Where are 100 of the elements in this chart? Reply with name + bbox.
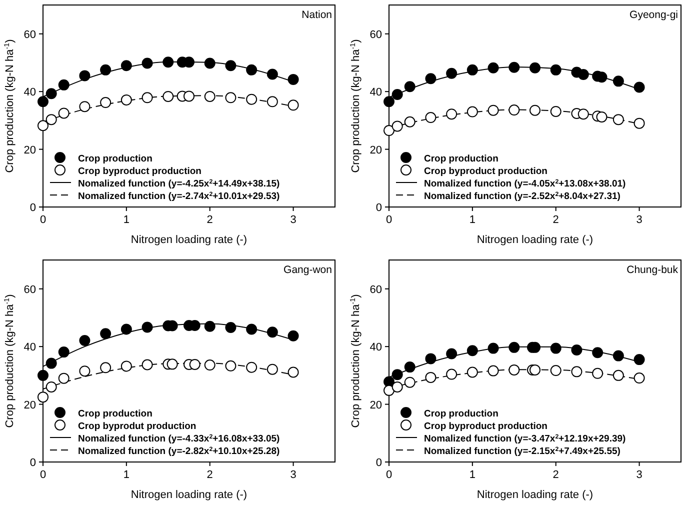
x-tick-label: 2 — [552, 469, 559, 481]
point — [204, 90, 216, 102]
point — [466, 345, 478, 356]
x-tick-label: 0 — [40, 214, 46, 226]
point — [58, 372, 70, 384]
chart-title: Gyeong-gi — [630, 9, 678, 21]
x-tick-label: 3 — [636, 214, 642, 226]
y-tick-label: 40 — [24, 86, 36, 99]
y-tick-label: 20 — [370, 399, 382, 412]
chart-title: Chung-buk — [626, 264, 679, 276]
y-tick-label: 20 — [370, 144, 382, 156]
point — [550, 365, 562, 376]
point — [392, 88, 403, 100]
x-tick-label: 1 — [469, 214, 476, 226]
point — [46, 358, 57, 369]
point — [466, 64, 478, 76]
point — [79, 70, 90, 82]
point — [142, 58, 153, 69]
point — [404, 362, 416, 373]
point — [288, 330, 299, 342]
point — [530, 104, 540, 116]
legend-label: Nomalized function (y=-4.05x$^{2}$+13.08x+38.01) — [424, 178, 626, 190]
point — [142, 322, 153, 333]
point — [79, 101, 90, 112]
point — [530, 364, 540, 376]
legend-label: Nomalized function (y=-3.47x$^{2}$+12.19x+29.39) — [424, 433, 626, 444]
point — [592, 347, 604, 358]
point — [225, 92, 236, 104]
point — [225, 322, 236, 334]
point — [404, 116, 416, 128]
point — [46, 114, 57, 126]
point — [384, 125, 394, 136]
point — [58, 79, 70, 90]
legend-label: Crop byproduct production — [424, 166, 548, 177]
point — [288, 100, 299, 111]
point — [266, 96, 278, 108]
point — [488, 365, 499, 376]
legend-label: Crop production — [424, 154, 499, 164]
point — [100, 362, 112, 374]
y-tick-label: 40 — [370, 86, 382, 99]
point — [120, 60, 132, 72]
point — [571, 344, 582, 356]
point — [392, 369, 403, 380]
y-tick-label: 0 — [376, 457, 382, 469]
point — [488, 342, 499, 354]
point — [246, 64, 258, 76]
x-tick-label: 0 — [40, 469, 46, 481]
point — [392, 381, 403, 392]
x-tick-label: 2 — [206, 214, 213, 226]
point — [58, 108, 70, 119]
point — [142, 359, 153, 370]
x-tick-label: 0 — [386, 214, 392, 226]
point — [384, 384, 394, 396]
chart-title: Nation — [302, 9, 332, 21]
point — [204, 58, 216, 69]
point — [634, 82, 645, 93]
point — [612, 114, 624, 126]
x-tick-label: 1 — [123, 469, 130, 481]
point — [446, 68, 458, 79]
point — [550, 64, 562, 76]
point — [446, 348, 458, 360]
point — [578, 108, 589, 120]
x-tick-label: 0 — [386, 469, 392, 481]
legend-label: Crop production — [78, 154, 153, 164]
legend-label: Nomalized function (y=-4.33x$^{2}$+16.08x+33.05) — [78, 433, 280, 444]
point — [425, 353, 436, 364]
point — [142, 92, 153, 104]
point — [571, 366, 582, 378]
point — [425, 73, 436, 84]
point — [592, 368, 604, 379]
point — [466, 106, 478, 118]
x-axis-title: Nitrogen loading rate (-) — [476, 489, 594, 501]
x-tick-label: 3 — [290, 469, 296, 481]
point — [392, 120, 403, 132]
point — [100, 64, 112, 76]
point — [530, 62, 540, 74]
point — [120, 324, 132, 335]
y-tick-label: 40 — [370, 342, 382, 354]
point — [46, 381, 57, 392]
point — [446, 368, 458, 380]
point — [508, 104, 520, 116]
x-axis-title: Nitrogen loading rate (-) — [130, 489, 248, 501]
y-tick-label: 60 — [24, 28, 36, 41]
legend-label: Nomalized function (y=-2.82x$^{2}$+10.10x+25.28) — [78, 446, 280, 457]
point — [596, 111, 608, 122]
point — [612, 370, 624, 381]
legend-label: Crop byproduct production — [424, 421, 548, 432]
point — [550, 342, 562, 354]
point — [38, 96, 48, 108]
point — [425, 112, 436, 124]
x-tick-label: 2 — [206, 469, 213, 481]
point — [508, 342, 520, 353]
point — [634, 372, 645, 384]
point — [58, 346, 70, 358]
y-tick-label: 0 — [30, 457, 36, 469]
point — [38, 370, 48, 381]
point — [162, 90, 174, 102]
point — [288, 366, 299, 378]
point — [288, 74, 299, 85]
x-axis-title: Nitrogen loading rate (-) — [476, 234, 594, 246]
